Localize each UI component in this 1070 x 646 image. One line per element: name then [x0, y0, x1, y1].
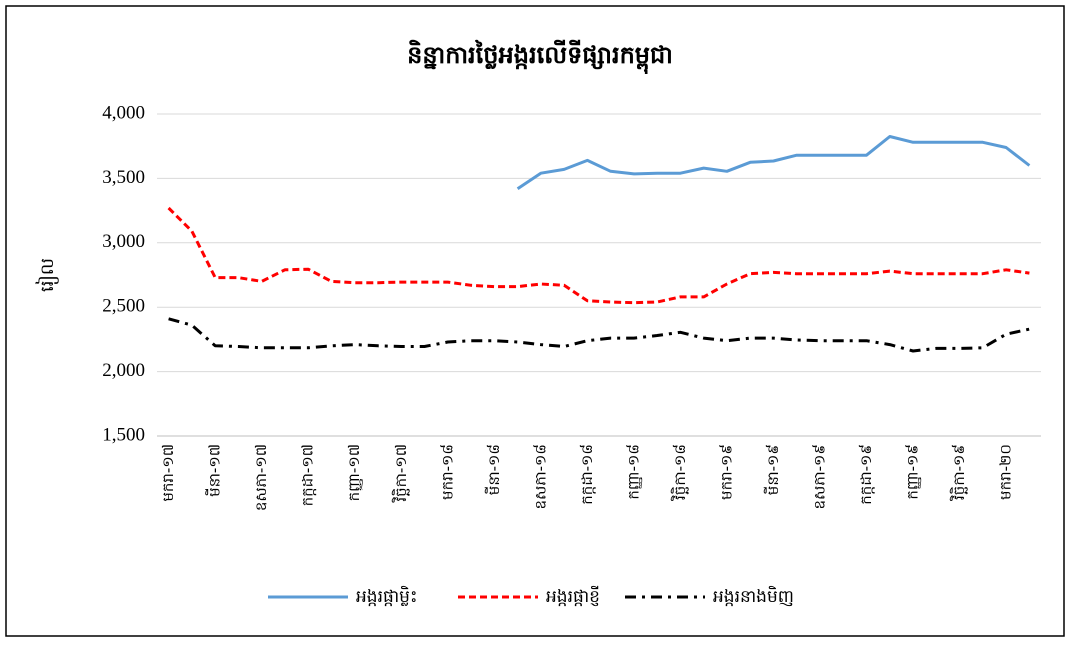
chart-title: និន្នាការថ្លៃអង្ករលើទីផ្សារកម្ពុជា — [407, 39, 673, 74]
x-tick-label: កញ្ញា-១៧ — [345, 444, 363, 501]
x-tick-label: កក្កដា-១៨ — [578, 444, 596, 505]
x-tick-label: មីនា-១៩ — [763, 444, 782, 495]
series-line — [167, 206, 1030, 305]
x-tick-label: កញ្ញា-១៩ — [904, 444, 922, 500]
x-tick-label: មករា-១៧ — [159, 444, 177, 502]
y-axis-label: រៀល — [35, 258, 59, 292]
y-tick-label: 2,000 — [102, 360, 145, 381]
x-tick-label: មករា-១៨ — [438, 444, 456, 500]
x-tick-label: កក្កដា-១៧ — [299, 444, 317, 506]
x-tick-label: វិច្ឆិកា-១៧ — [391, 444, 410, 503]
x-tick-label: កក្កដា-១៩ — [857, 444, 875, 505]
x-tick-label: វិច្ឆិកា-១៩ — [949, 444, 968, 501]
legend-label: អង្ករផ្កាខ្ញី — [546, 585, 600, 607]
x-tick-label: ឧសភា-១៧ — [252, 444, 270, 511]
legend-label: អង្ករផ្កាម្លិះ — [356, 585, 417, 607]
frame — [5, 5, 1065, 637]
y-tick-label: 3,000 — [102, 231, 145, 252]
y-tick-label: 1,500 — [102, 424, 145, 445]
y-tick-label: 3,500 — [102, 167, 145, 188]
series-line — [516, 135, 1031, 190]
y-tick-label: 2,500 — [102, 296, 145, 317]
series-line — [168, 317, 1030, 353]
x-tick-label: មករា-២០ — [997, 444, 1015, 500]
x-tick-label: កញ្ញា-១៨ — [624, 444, 642, 500]
x-tick-label: ឧសភា-១៨ — [531, 444, 549, 509]
x-tick-label: មីនា-១៨ — [484, 444, 503, 495]
x-tick-label: វិច្ឆិកា-១៨ — [670, 444, 689, 501]
y-tick-label: 4,000 — [102, 102, 145, 123]
legend-label: អង្ករនាងមិញ — [713, 585, 794, 607]
x-tick-label: មីនា-១៧ — [205, 444, 224, 497]
x-tick-label: ឧសភា-១៩ — [811, 444, 829, 509]
x-tick-label: មករា-១៩ — [717, 444, 735, 500]
